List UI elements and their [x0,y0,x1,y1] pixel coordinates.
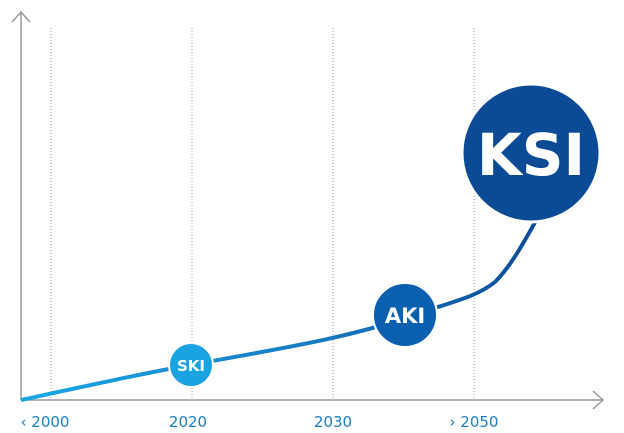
x-label: ‹ 2000 [21,413,70,431]
node-circle [168,342,214,388]
node-circle [372,282,438,348]
x-label: 2020 [169,413,207,431]
x-label: 2030 [314,413,352,431]
axes [11,10,605,410]
growth-curve [20,203,547,402]
node-circle [460,82,602,224]
node-label: SKI [177,357,205,375]
node-label: AKI [385,304,425,328]
node-label: KSI [477,121,585,189]
x-label: › 2050 [450,413,499,431]
